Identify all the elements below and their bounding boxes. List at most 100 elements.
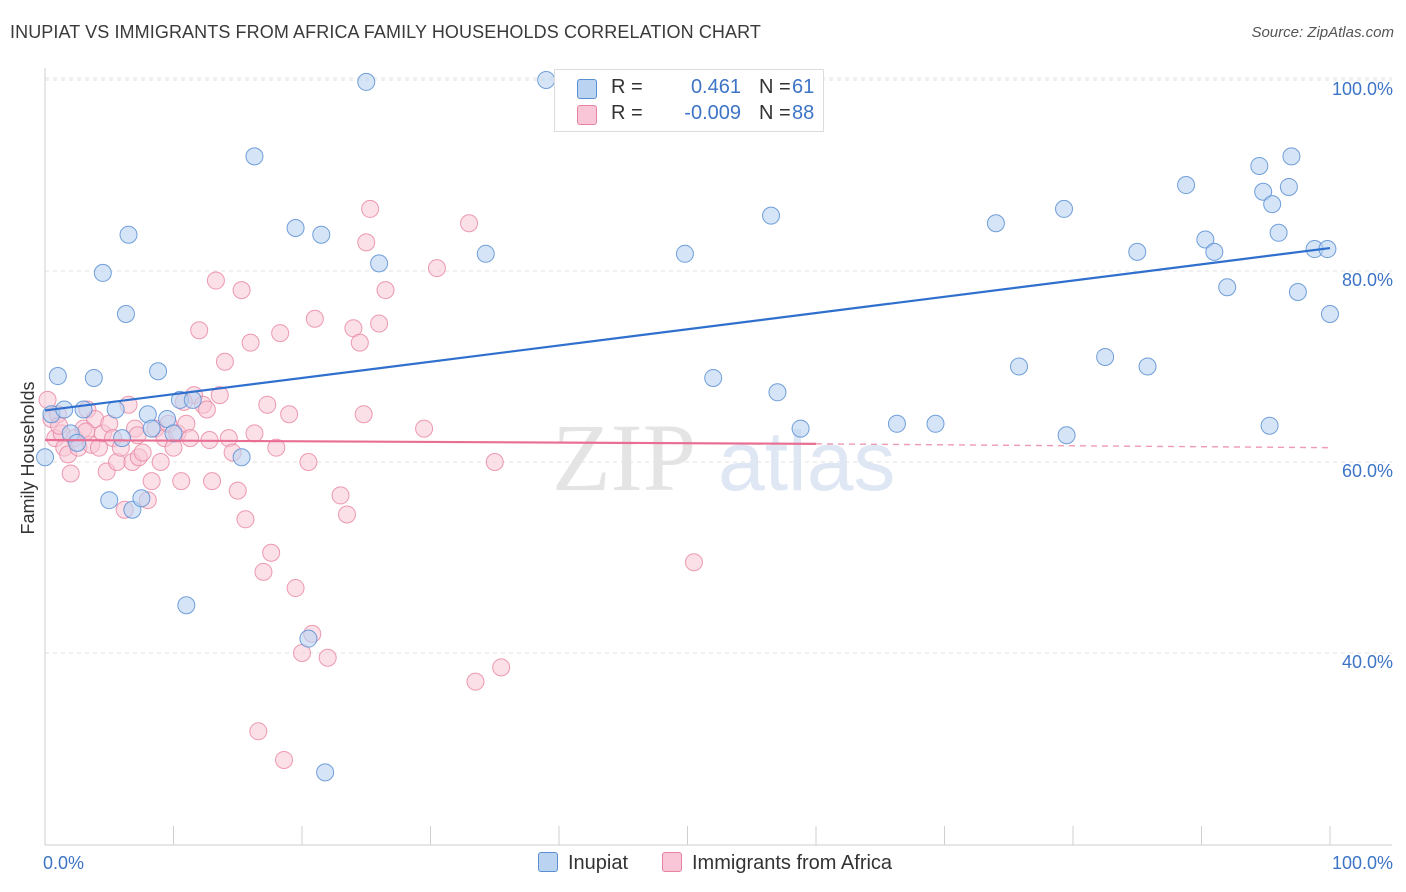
data-point-immigrants-from-africa [142, 472, 161, 491]
data-point-inupiat [1288, 283, 1307, 302]
trendline-immigrants-from-africa [44, 438, 817, 445]
data-point-immigrants-from-africa [318, 648, 337, 667]
data-point-immigrants-from-africa [350, 333, 369, 352]
data-point-immigrants-from-africa [485, 453, 504, 471]
watermark-zip: ZIP [552, 404, 696, 511]
data-point-inupiat [84, 368, 103, 387]
watermark: ZIP atlas [552, 404, 895, 511]
data-point-inupiat [183, 390, 202, 409]
data-point-inupiat [1205, 242, 1224, 261]
data-point-immigrants-from-africa [354, 405, 373, 424]
data-point-immigrants-from-africa [197, 400, 216, 419]
y-axis-title: Family Households [18, 381, 38, 534]
data-point-immigrants-from-africa [245, 424, 264, 443]
data-point-inupiat [93, 263, 112, 282]
data-point-immigrants-from-africa [151, 453, 170, 471]
data-point-inupiat [370, 254, 389, 273]
data-point-immigrants-from-africa [361, 199, 380, 218]
data-point-immigrants-from-africa [370, 314, 389, 333]
trendline-inupiat [44, 246, 1331, 412]
data-point-immigrants-from-africa [210, 386, 229, 405]
legend-n-value: 88 [792, 102, 815, 124]
legend-n-value: 61 [792, 76, 815, 98]
data-point-inupiat [1128, 242, 1147, 261]
legend-swatch-inupiat [577, 79, 597, 99]
bottom-legend-label-inupiat: Inupiat [568, 852, 629, 874]
data-point-inupiat [286, 219, 305, 238]
data-point-immigrants-from-africa [254, 562, 273, 581]
data-point-inupiat [149, 362, 168, 381]
bottom-legend-immigrants-from-africa: Immigrants from Africa [662, 852, 892, 875]
data-point-immigrants-from-africa [190, 321, 209, 340]
data-point-inupiat [299, 629, 318, 648]
trend-lines [44, 246, 1331, 449]
y-tick-label: 60.0% [1342, 461, 1393, 481]
legend-r-value: 0.461 [690, 76, 741, 98]
data-point-immigrants-from-africa [684, 553, 703, 572]
bottom-legend-swatch-immigrants-from-africa [662, 852, 682, 872]
data-point-inupiat [48, 367, 67, 386]
data-point-inupiat [106, 400, 125, 419]
data-point-inupiat [1096, 347, 1115, 366]
data-point-inupiat [177, 596, 196, 615]
bottom-legend-swatch-inupiat [538, 852, 558, 872]
x-tick-label: 100.0% [1332, 853, 1393, 873]
data-point-inupiat [100, 491, 119, 510]
data-point-inupiat [1254, 182, 1273, 201]
y-tick-label: 40.0% [1342, 652, 1393, 672]
data-point-inupiat [675, 244, 694, 263]
data-point-immigrants-from-africa [286, 579, 305, 598]
data-point-immigrants-from-africa [61, 464, 80, 483]
data-point-inupiat [36, 448, 54, 467]
data-point-inupiat [1057, 426, 1076, 445]
correlation-legend: R = 0.461 N = 61 R = -0.009 N = 88 [554, 69, 824, 132]
data-point-immigrants-from-africa [206, 271, 225, 290]
data-point-inupiat [1263, 195, 1282, 214]
chart-title: INUPIAT VS IMMIGRANTS FROM AFRICA FAMILY… [10, 22, 762, 42]
data-point-inupiat [762, 206, 781, 225]
data-point-inupiat [312, 225, 331, 244]
data-point-immigrants-from-africa [460, 214, 479, 233]
data-point-inupiat [74, 400, 93, 419]
data-point-immigrants-from-africa [271, 324, 290, 343]
data-point-inupiat [476, 244, 495, 263]
y-tick-label: 80.0% [1342, 270, 1393, 290]
data-point-inupiat [887, 414, 906, 433]
data-point-immigrants-from-africa [415, 419, 434, 438]
data-point-inupiat [1177, 176, 1196, 195]
data-point-immigrants-from-africa [241, 333, 260, 352]
data-point-inupiat [1196, 230, 1215, 249]
data-point-inupiat [791, 419, 810, 438]
data-point-immigrants-from-africa [133, 443, 152, 462]
data-point-inupiat [1282, 147, 1301, 166]
data-point-inupiat [1269, 223, 1288, 242]
data-point-immigrants-from-africa [215, 352, 234, 371]
data-point-immigrants-from-africa [232, 281, 251, 300]
data-point-inupiat [1250, 156, 1269, 175]
legend-n-label: N = [759, 76, 791, 98]
legend-r-label: R = [611, 76, 643, 98]
data-point-inupiat [704, 368, 723, 387]
data-point-immigrants-from-africa [172, 472, 191, 491]
data-point-inupiat [68, 433, 87, 452]
data-point-immigrants-from-africa [280, 405, 299, 424]
source-label: Source: ZipAtlas.com [1251, 24, 1394, 41]
data-point-inupiat [1138, 357, 1157, 376]
data-point-immigrants-from-africa [228, 481, 247, 500]
data-point-inupiat [232, 448, 251, 467]
data-point-immigrants-from-africa [203, 472, 222, 491]
data-point-immigrants-from-africa [331, 486, 350, 505]
data-point-immigrants-from-africa [181, 429, 200, 448]
data-point-inupiat [1055, 199, 1074, 218]
data-point-immigrants-from-africa [267, 438, 286, 457]
data-point-immigrants-from-africa [492, 658, 511, 677]
data-point-immigrants-from-africa [466, 672, 485, 691]
data-point-immigrants-from-africa [376, 281, 395, 300]
data-point-inupiat [986, 214, 1005, 233]
data-point-immigrants-from-africa [249, 722, 268, 741]
data-point-inupiat [1218, 278, 1237, 297]
legend-r-label: R = [611, 102, 643, 124]
data-point-inupiat [316, 763, 335, 782]
data-point-inupiat [113, 429, 132, 448]
